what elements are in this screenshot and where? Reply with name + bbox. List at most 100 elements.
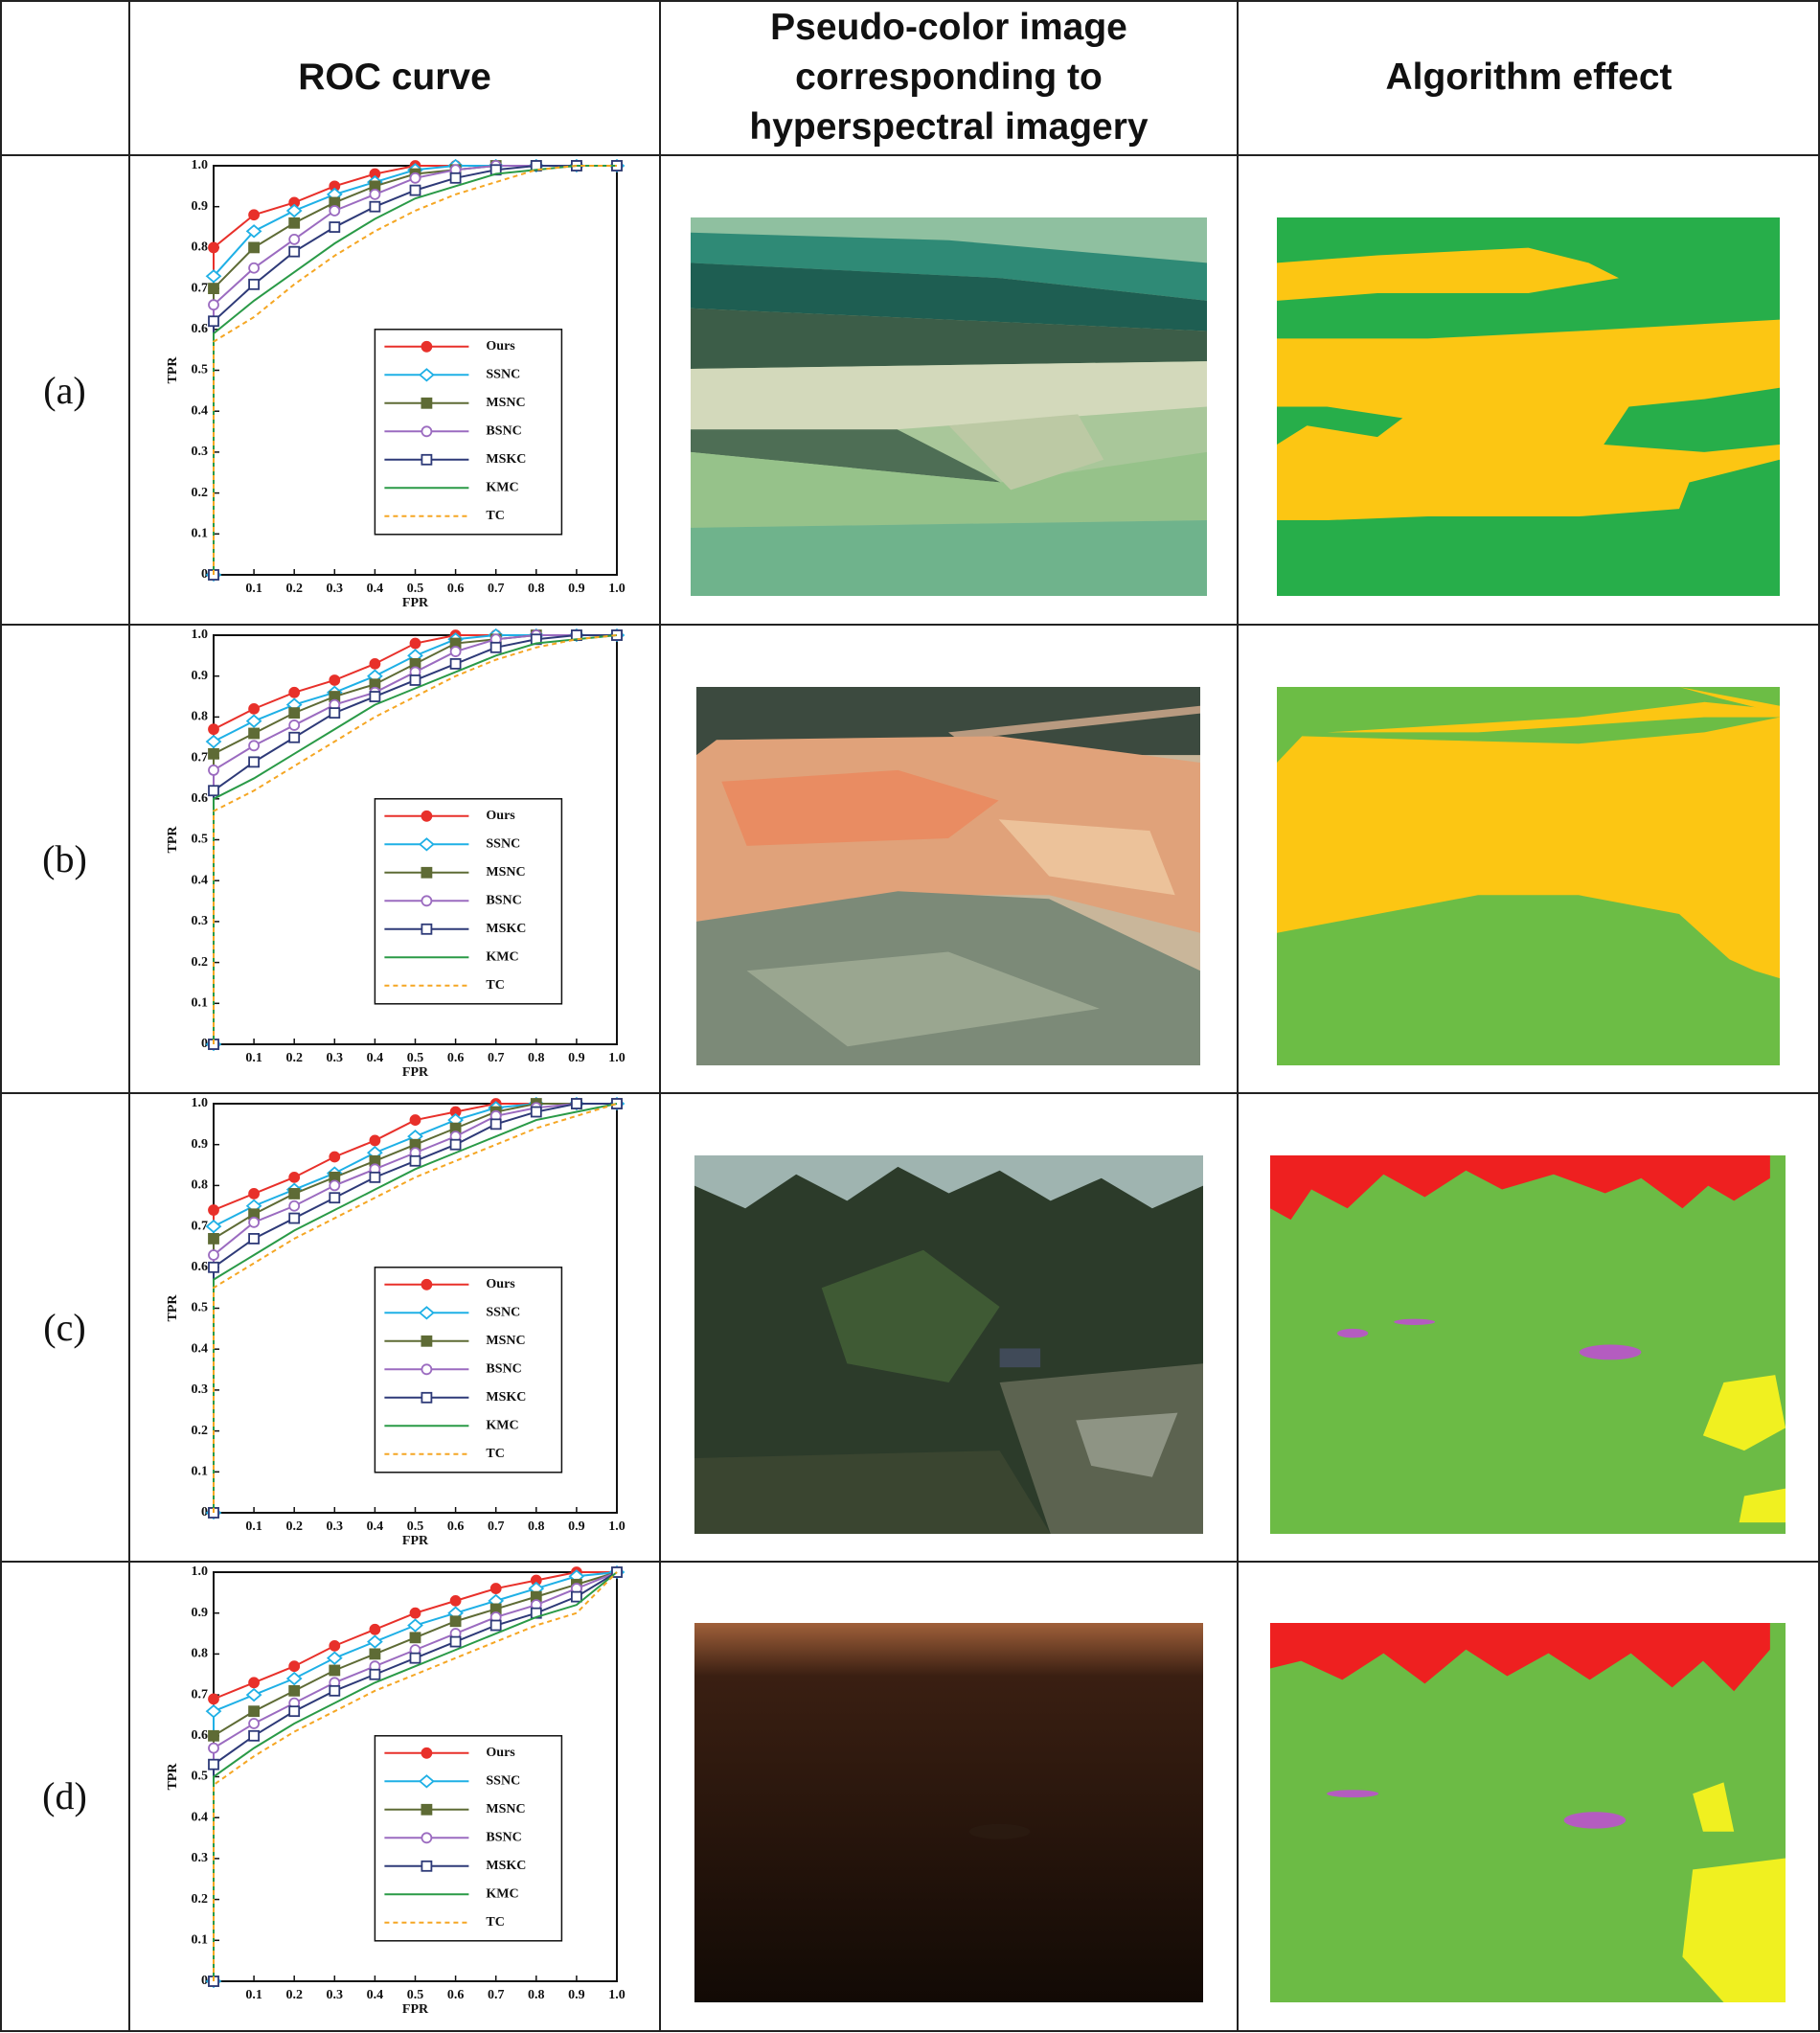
y-axis-label: TPR <box>166 1294 180 1322</box>
series-line <box>213 165 617 575</box>
series-line <box>213 1571 618 1981</box>
legend-marker <box>421 866 433 879</box>
x-tick-label: 0.5 <box>407 1519 424 1534</box>
marker <box>449 657 462 670</box>
y-tick-label: 0.3 <box>192 1382 209 1397</box>
legend-marker <box>421 397 433 409</box>
y-tick-label: 0.2 <box>192 486 209 500</box>
x-tick-label: 0.9 <box>568 1988 585 2002</box>
marker <box>248 262 261 274</box>
legend: Ours SSNC MSNC BSNC MSKC KMC TC <box>374 1735 563 1942</box>
marker <box>208 1693 219 1705</box>
marker <box>409 1154 421 1167</box>
roc-chart: 0 0.1 0.2 0.3 0.4 0.5 0.6 0.7 0.8 0.9 1.0 0.1 0.2 0.3… <box>166 1096 626 1548</box>
x-tick-label: 0.5 <box>407 1051 424 1065</box>
x-tick-label: 0.7 <box>488 1988 505 2002</box>
y-tick-label: 0.6 <box>192 322 209 336</box>
y-tick-label: 0.5 <box>192 1301 209 1315</box>
marker <box>208 315 219 328</box>
marker <box>248 278 261 290</box>
y-tick-label: 0 <box>201 1505 208 1519</box>
y-tick-label: 0.5 <box>192 833 209 847</box>
marker <box>449 1138 462 1151</box>
marker <box>205 734 222 749</box>
series-line <box>213 1571 617 1981</box>
marker <box>329 1684 341 1697</box>
marker <box>248 241 261 254</box>
marker <box>245 1687 262 1702</box>
marker <box>369 657 381 670</box>
legend-label: KMC <box>486 481 518 495</box>
x-tick-label: 1.0 <box>608 1519 626 1534</box>
y-tick-label: 0.4 <box>192 403 209 418</box>
marker <box>369 1134 381 1147</box>
series-line <box>213 1103 618 1513</box>
marker <box>288 1684 301 1697</box>
y-tick-label: 0 <box>201 1974 208 1988</box>
legend-label: MSNC <box>486 1334 525 1348</box>
marker <box>409 1632 421 1644</box>
series-line <box>213 1103 617 1513</box>
marker <box>208 1729 219 1742</box>
x-tick-label: 0.2 <box>285 1519 303 1534</box>
header-cell: ROC curve <box>298 57 491 98</box>
marker <box>285 203 303 218</box>
marker <box>409 171 421 184</box>
marker <box>248 1729 261 1742</box>
marker <box>489 1619 502 1632</box>
marker <box>248 1188 261 1199</box>
marker <box>288 720 301 731</box>
y-tick-label: 0.7 <box>192 281 209 295</box>
header-cell: Pseudo-color image corresponding to hype… <box>749 7 1149 148</box>
y-tick-label: 0.7 <box>192 1219 209 1233</box>
legend-marker <box>421 1391 433 1404</box>
legend-label: TC <box>486 1447 504 1461</box>
x-tick-label: 0.5 <box>407 1988 424 2002</box>
y-tick-label: 0 <box>201 1037 208 1051</box>
series-line <box>213 1103 617 1513</box>
marker <box>489 1118 502 1131</box>
y-tick-label: 0.9 <box>192 1606 209 1620</box>
legend-label: Ours <box>486 339 515 354</box>
y-tick-label: 0.9 <box>192 669 209 683</box>
x-tick-label: 0.3 <box>327 1519 344 1534</box>
legend-marker <box>421 1832 433 1844</box>
legend: Ours SSNC MSNC BSNC MSKC KMC TC <box>374 1267 563 1473</box>
roc-chart: 0 0.1 0.2 0.3 0.4 0.5 0.6 0.7 0.8 0.9 1.0 0.1 0.2 0.3… <box>166 1565 626 2017</box>
marker <box>288 245 301 258</box>
marker <box>329 1639 341 1652</box>
x-tick-label: 0.6 <box>447 1051 465 1065</box>
legend-label: TC <box>486 509 504 523</box>
marker <box>208 723 219 736</box>
marker <box>571 1098 582 1109</box>
legend-label: SSNC <box>486 1774 520 1789</box>
legend-label: MSKC <box>486 452 526 467</box>
marker <box>369 200 381 213</box>
series-line <box>213 1571 618 1981</box>
y-tick-label: 0.3 <box>192 445 209 459</box>
y-tick-label: 0.9 <box>192 199 209 214</box>
x-tick-label: 0.2 <box>285 582 303 596</box>
y-tick-label: 0.6 <box>192 791 209 806</box>
marker <box>367 1634 383 1649</box>
y-tick-label: 0.5 <box>192 363 209 377</box>
legend-marker <box>421 1363 433 1376</box>
legend-marker <box>421 1335 433 1347</box>
marker <box>248 702 261 715</box>
marker <box>285 1671 303 1686</box>
legend-marker <box>419 1306 435 1320</box>
marker <box>449 1615 462 1628</box>
marker <box>208 241 219 254</box>
legend-marker <box>419 837 435 852</box>
y-tick-label: 0.7 <box>192 1687 209 1702</box>
x-tick-label: 0.7 <box>488 1519 505 1534</box>
y-tick-label: 1.0 <box>192 628 209 642</box>
marker <box>329 221 341 233</box>
marker <box>248 1677 261 1689</box>
marker <box>208 1758 219 1770</box>
pseudo-color-image <box>694 1155 1203 1534</box>
marker <box>288 217 301 229</box>
marker <box>329 1664 341 1677</box>
legend-label: MSKC <box>486 1859 526 1873</box>
